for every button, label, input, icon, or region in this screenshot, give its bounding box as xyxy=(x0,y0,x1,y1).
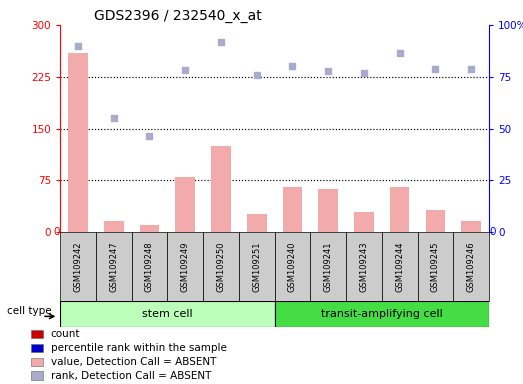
Bar xyxy=(211,146,231,232)
Bar xyxy=(354,212,374,232)
Bar xyxy=(453,232,489,301)
Point xyxy=(288,63,297,70)
Text: GSM109244: GSM109244 xyxy=(395,242,404,292)
Bar xyxy=(31,344,43,352)
Bar xyxy=(96,232,132,301)
Point xyxy=(395,50,404,56)
Point xyxy=(360,70,368,76)
Text: transit-amplifying cell: transit-amplifying cell xyxy=(321,309,442,319)
Bar xyxy=(275,232,310,301)
Bar xyxy=(247,214,267,232)
Bar xyxy=(319,189,338,232)
Text: GDS2396 / 232540_x_at: GDS2396 / 232540_x_at xyxy=(95,8,262,23)
Point xyxy=(253,72,261,78)
Text: count: count xyxy=(51,329,80,339)
Text: 0: 0 xyxy=(490,227,496,237)
Bar xyxy=(167,232,203,301)
Text: GSM109246: GSM109246 xyxy=(467,242,475,292)
Point xyxy=(467,65,475,71)
Text: GSM109240: GSM109240 xyxy=(288,242,297,292)
Bar xyxy=(140,225,160,232)
Bar xyxy=(60,232,96,301)
Text: GSM109250: GSM109250 xyxy=(217,242,225,292)
Text: GSM109241: GSM109241 xyxy=(324,242,333,292)
Text: GSM109245: GSM109245 xyxy=(431,242,440,292)
Bar xyxy=(461,220,481,232)
Bar xyxy=(282,187,302,232)
Bar xyxy=(346,232,382,301)
Point xyxy=(74,43,82,49)
Point xyxy=(217,39,225,45)
Point xyxy=(324,68,333,74)
Text: rank, Detection Call = ABSENT: rank, Detection Call = ABSENT xyxy=(51,371,211,381)
Text: GSM109243: GSM109243 xyxy=(359,242,368,292)
Text: cell type: cell type xyxy=(7,306,52,316)
Bar xyxy=(203,232,239,301)
Bar xyxy=(382,232,417,301)
Bar xyxy=(68,53,88,232)
Point xyxy=(181,67,189,73)
Bar xyxy=(104,220,123,232)
Text: GSM109247: GSM109247 xyxy=(109,242,118,292)
Text: value, Detection Call = ABSENT: value, Detection Call = ABSENT xyxy=(51,357,216,367)
Text: percentile rank within the sample: percentile rank within the sample xyxy=(51,343,226,353)
Text: GSM109251: GSM109251 xyxy=(252,242,261,292)
Bar xyxy=(390,187,410,232)
Point xyxy=(145,132,154,139)
Bar xyxy=(31,371,43,380)
Text: GSM109248: GSM109248 xyxy=(145,242,154,292)
Bar xyxy=(31,358,43,366)
Bar xyxy=(275,301,489,327)
Point xyxy=(431,65,439,71)
Text: GSM109242: GSM109242 xyxy=(74,242,83,292)
Bar xyxy=(310,232,346,301)
Bar xyxy=(60,301,275,327)
Bar xyxy=(175,177,195,232)
Bar xyxy=(239,232,275,301)
Text: stem cell: stem cell xyxy=(142,309,192,319)
Bar xyxy=(31,330,43,338)
Point xyxy=(110,115,118,121)
Bar xyxy=(132,232,167,301)
Text: 0: 0 xyxy=(53,227,60,237)
Bar xyxy=(426,210,445,232)
Bar xyxy=(417,232,453,301)
Text: GSM109249: GSM109249 xyxy=(181,242,190,292)
